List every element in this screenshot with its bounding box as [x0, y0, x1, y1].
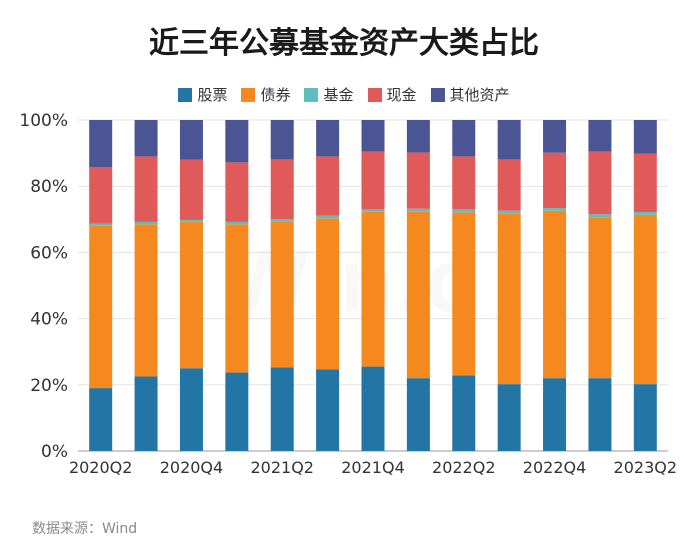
legend-item-fund: 基金: [304, 84, 354, 105]
bar-segment: [497, 213, 521, 385]
legend-label-bond: 债券: [260, 86, 291, 104]
bar-segment: [543, 210, 567, 379]
bar-segment: [134, 224, 158, 377]
legend-label-other: 其他资产: [449, 86, 510, 104]
legend-label-fund: 基金: [323, 86, 354, 104]
bar-segment: [497, 210, 521, 214]
bar-segment: [361, 151, 385, 210]
y-tick-label: 0%: [41, 442, 68, 462]
bar-segment: [497, 159, 521, 211]
y-tick-label: 20%: [30, 376, 68, 396]
bar-segment: [543, 208, 567, 211]
x-tick-label: 2022Q2: [432, 458, 496, 477]
bar-segment: [270, 159, 294, 220]
bar-segment: [316, 156, 340, 216]
y-tick-label: 100%: [19, 111, 68, 131]
bar-segment: [270, 367, 294, 451]
bar-segment: [225, 120, 249, 163]
y-tick-label: 60%: [30, 243, 68, 263]
bar-segment: [497, 120, 521, 160]
legend-item-other: 其他资产: [430, 84, 510, 105]
x-tick-label: 2020Q4: [160, 458, 224, 477]
watermark: Win.d: [225, 231, 484, 330]
bar-segment: [543, 378, 567, 451]
bar-segment: [316, 120, 340, 157]
bar-segment: [316, 218, 340, 370]
bar-segment: [179, 159, 203, 220]
legend-swatch-cash: [367, 87, 382, 102]
bar-segment: [588, 120, 612, 152]
bar-segment: [452, 209, 476, 213]
legend-label-stock: 股票: [197, 86, 228, 104]
legend-swatch-fund: [304, 87, 319, 102]
legend-swatch-other: [430, 87, 445, 102]
bar-segment: [452, 120, 476, 157]
bar-segment: [316, 369, 340, 451]
bar-segment: [225, 372, 249, 451]
bar-segment: [588, 214, 612, 218]
bar-segment: [89, 120, 113, 168]
bar-segment: [179, 120, 203, 160]
bar-segment: [452, 156, 476, 210]
legend-item-bond: 债券: [241, 84, 290, 105]
bar-segment: [452, 212, 476, 376]
bar-segment: [406, 208, 430, 212]
bar-segment: [270, 219, 294, 222]
x-tick-label: 2022Q4: [523, 458, 587, 477]
bar-segment: [134, 120, 158, 157]
x-tick-label: 2021Q4: [341, 458, 405, 477]
bar-segment: [633, 212, 657, 215]
bar-segment: [633, 384, 657, 451]
bar-segment: [452, 375, 476, 451]
bar-segment: [588, 217, 612, 379]
bar-segment: [270, 120, 294, 160]
bar-segment: [89, 167, 113, 224]
bar-segment: [406, 378, 430, 451]
chart-title: 近三年公募基金资产大类占比: [149, 26, 539, 61]
x-tick-label: 2021Q2: [250, 458, 314, 477]
source-note: 数据来源：Wind: [32, 521, 138, 537]
bar-segment: [497, 384, 521, 451]
bar-segment: [588, 151, 612, 215]
bar-segment: [179, 368, 203, 451]
bar-segment: [361, 209, 385, 212]
bar-segment: [134, 376, 158, 451]
x-tick-label: 2023Q2: [614, 458, 678, 477]
bar-segment: [543, 152, 567, 209]
legend-swatch-stock: [178, 87, 193, 102]
bar-segment: [89, 223, 113, 226]
bar-segment: [543, 120, 567, 153]
x-tick-label: 2020Q2: [69, 458, 133, 477]
bar-segment: [406, 211, 430, 379]
bar-segment: [225, 224, 249, 373]
bar-segment: [361, 366, 385, 451]
bar-segment: [134, 221, 158, 225]
bar-segment: [89, 388, 113, 451]
bar-segment: [406, 120, 430, 153]
legend-label-cash: 现金: [386, 86, 417, 104]
bar-segment: [406, 152, 430, 209]
bar-segment: [633, 120, 657, 154]
bar-segment: [588, 378, 612, 451]
bar-segment: [134, 156, 158, 222]
y-tick-label: 40%: [30, 310, 68, 330]
bar-segment: [270, 221, 294, 368]
legend-item-stock: 股票: [178, 84, 227, 105]
bar-segment: [89, 225, 113, 389]
legend: 股票 债券 基金 现金 其他资产: [0, 84, 688, 105]
bar-segment: [225, 162, 249, 222]
legend-swatch-bond: [241, 87, 256, 102]
bar-segment: [633, 153, 657, 213]
legend-item-cash: 现金: [367, 84, 417, 105]
bar-segment: [361, 120, 385, 152]
bar-segment: [633, 214, 657, 385]
bar-segment: [225, 221, 249, 225]
bar-segment: [361, 211, 385, 367]
bar-segment: [179, 219, 203, 222]
y-tick-label: 80%: [30, 177, 68, 197]
bar-segment: [316, 215, 340, 219]
bar-segment: [179, 221, 203, 369]
